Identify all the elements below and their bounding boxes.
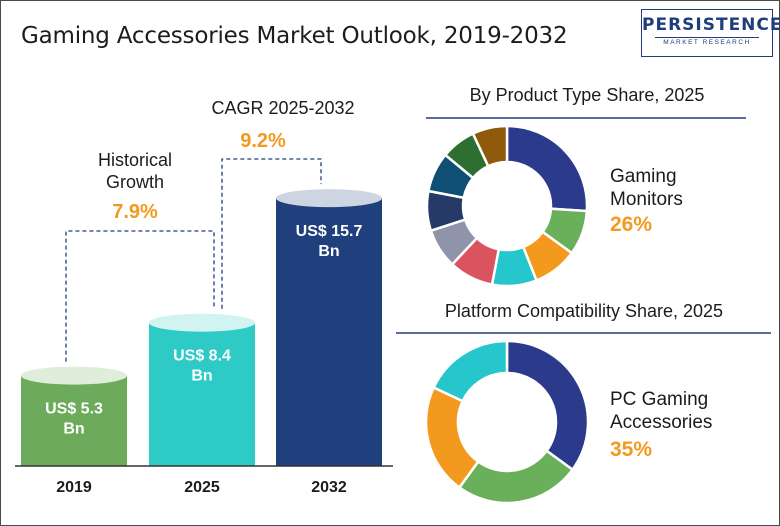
page-title: Gaming Accessories Market Outlook, 2019-… — [21, 23, 568, 49]
bar-value-label: US$ 15.7 — [296, 223, 363, 240]
cagr-label: CAGR 2025-2032 — [211, 98, 354, 118]
bar-value-unit: Bn — [63, 421, 84, 438]
historical-growth-label: Growth — [106, 172, 164, 192]
bar-value-label: US$ 8.4 — [173, 348, 231, 365]
donut1-slice-9 — [471, 124, 509, 168]
historical-growth-connector — [65, 230, 215, 362]
donut2-highlight-value: 35% — [610, 438, 652, 461]
logo-wordmark: PERSISTENCE — [642, 15, 780, 35]
donut2-highlight-label: PC Gaming — [610, 389, 708, 410]
donut2-slice-0 — [505, 339, 590, 472]
x-tick-label: 2025 — [184, 479, 220, 496]
donut1-highlight-label: Monitors — [610, 189, 683, 210]
donut2-slice-2 — [424, 385, 480, 490]
donut1-title: By Product Type Share, 2025 — [470, 85, 705, 105]
logo-tagline: MARKET RESEARCH — [655, 37, 759, 46]
bar-2032 — [276, 198, 382, 466]
donut2-highlight-label: Accessories — [610, 412, 712, 433]
historical-growth-value: 7.9% — [112, 201, 158, 223]
donut1-highlight-value: 26% — [610, 213, 652, 236]
brand-logo: PERSISTENCE MARKET RESEARCH — [641, 9, 780, 57]
x-tick-label: 2032 — [311, 479, 347, 496]
cagr-value: 9.2% — [240, 130, 286, 152]
bar-2025 — [149, 322, 255, 466]
x-tick-label: 2019 — [56, 479, 92, 496]
historical-growth-label: Historical — [98, 150, 172, 170]
donut2-slice-3 — [432, 339, 509, 403]
cagr-connector — [221, 158, 322, 309]
donut2-slice-1 — [457, 449, 575, 505]
bar-top-2019 — [21, 366, 127, 385]
bar-top-2025 — [149, 313, 255, 332]
donut1-highlight-label: Gaming — [610, 166, 677, 187]
bar-value-unit: Bn — [191, 368, 212, 385]
bar-top-2032 — [276, 189, 382, 208]
donut1-slice-0 — [505, 124, 589, 213]
bar-2019 — [21, 375, 127, 466]
bar-value-unit: Bn — [318, 243, 339, 260]
donut2-title: Platform Compatibility Share, 2025 — [445, 301, 723, 321]
bar-value-label: US$ 5.3 — [45, 401, 103, 418]
